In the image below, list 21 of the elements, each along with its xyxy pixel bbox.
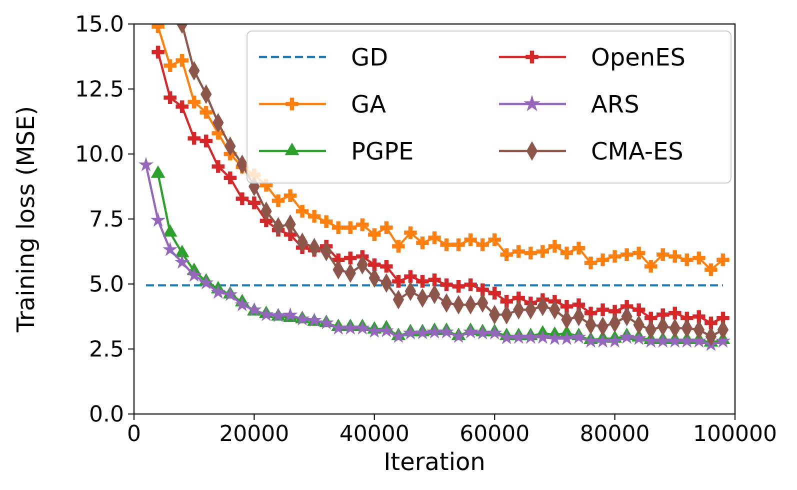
legend-label: ARS xyxy=(591,90,640,119)
x-tick-label: 40000 xyxy=(339,422,410,447)
y-axis-title: Training loss (MSE) xyxy=(12,106,40,334)
x-tick-label: 80000 xyxy=(580,422,650,447)
x-axis-title: Iteration xyxy=(384,448,486,476)
y-tick-label: 5.0 xyxy=(89,272,124,298)
legend-label: GA xyxy=(351,90,387,119)
y-tick-label: 12.5 xyxy=(75,78,124,103)
y-tick-label: 10.0 xyxy=(75,142,124,168)
x-tick-label: 100000 xyxy=(693,422,777,447)
x-tick-label: 20000 xyxy=(219,422,290,447)
x-tick-label: 60000 xyxy=(460,422,530,447)
legend-label: OpenES xyxy=(591,44,686,72)
y-tick-label: 15.0 xyxy=(75,12,124,38)
legend-label: GD xyxy=(351,44,388,72)
x-tick-label: 0 xyxy=(127,422,141,447)
legend-label: PGPE xyxy=(351,138,414,166)
y-tick-label: 0.0 xyxy=(89,402,124,428)
legend-label: CMA-ES xyxy=(591,138,684,166)
y-tick-label: 2.5 xyxy=(89,338,124,363)
y-tick-label: 7.5 xyxy=(89,208,124,233)
